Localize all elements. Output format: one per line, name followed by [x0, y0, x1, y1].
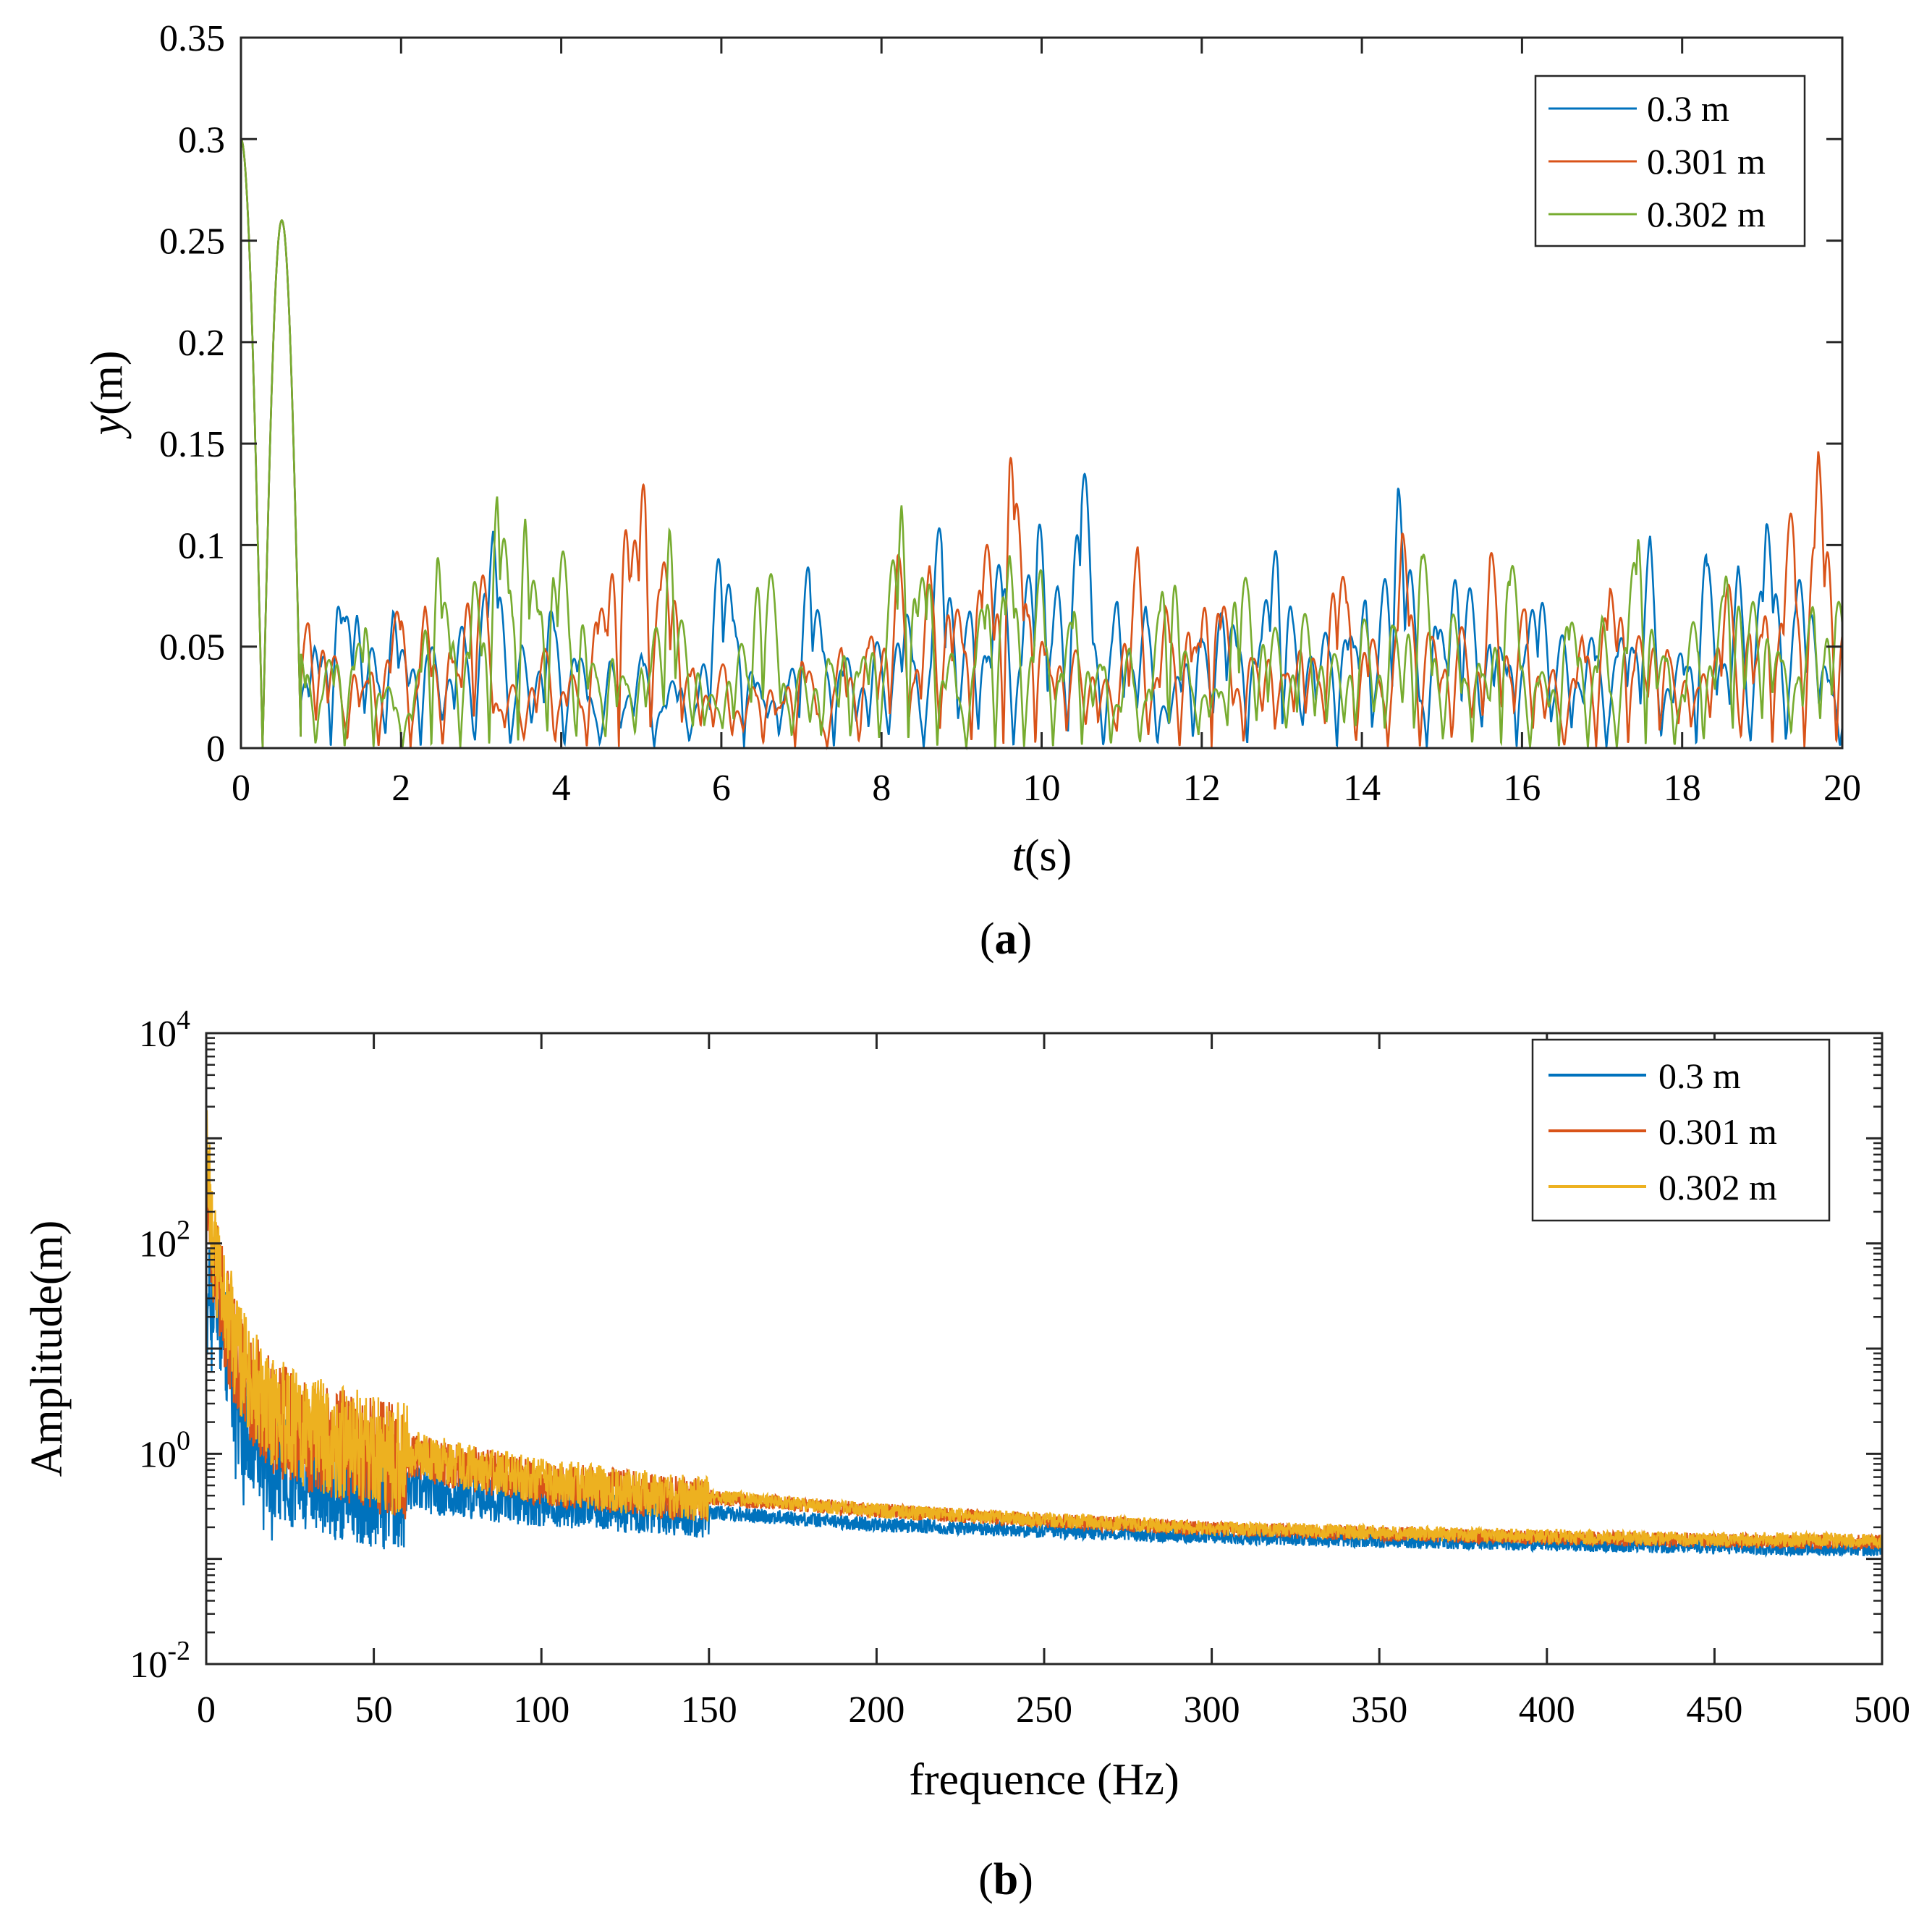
panel-a-y-tick-label: 0.2 [178, 323, 225, 364]
panel-b-legend-label: 0.302 m [1658, 1167, 1777, 1208]
panel-a-x-tick-label: 6 [712, 768, 731, 809]
panel-a-series-0-301-m [240, 138, 1844, 750]
panel-a-legend-label: 0.302 m [1647, 194, 1766, 234]
panel-b-legend-label: 0.3 m [1658, 1056, 1741, 1096]
panel-a-time-series: 0 2 4 6 8 10 12 14 16 18 20 0 0.05 0.1 0.15 0.2 0.25 0.3… [82, 18, 1861, 964]
panel-b-x-axis-label: frequence (Hz) [909, 1755, 1179, 1804]
panel-a-caption: (a) [980, 915, 1032, 964]
panel-a-x-tick-label: 4 [552, 768, 571, 809]
panel-b-x-tick-label: 400 [1519, 1689, 1575, 1731]
panel-a-x-tick-label: 12 [1183, 768, 1221, 809]
panel-b-y-tick-label: 102 [139, 1215, 190, 1265]
panel-b-legend: 0.3 m 0.301 m 0.302 m [1531, 1038, 1831, 1222]
panel-b-caption: (b) [978, 1855, 1033, 1904]
panel-b-y-axis-label: Amplitude(m) [22, 1221, 72, 1477]
panel-a-x-axis-label: t(s) [1012, 831, 1072, 881]
panel-b-x-tick-label: 250 [1016, 1689, 1072, 1731]
panel-a-x-tick-label: 20 [1823, 768, 1861, 809]
panel-a-legend: 0.3 m 0.301 m 0.302 m [1534, 75, 1806, 247]
panel-a-y-tick-label: 0.15 [159, 424, 225, 465]
panel-a-y-tick-label: 0.05 [159, 627, 225, 669]
panel-b-x-tick-label: 450 [1686, 1689, 1742, 1731]
panel-b-y-tick-label: 100 [139, 1425, 190, 1475]
panel-b-x-tick-label: 200 [848, 1689, 904, 1731]
panel-b-series-0-3-m [206, 1249, 1884, 1558]
panel-b-y-tick-label: 104 [139, 1005, 190, 1055]
panel-a-x-tick-label: 18 [1664, 768, 1701, 809]
panel-b-y-tick-label: 10-2 [130, 1636, 190, 1686]
panel-b-x-tick-label: 500 [1854, 1689, 1910, 1731]
panel-a-x-tick-label: 2 [391, 768, 410, 809]
panel-b-x-tick-label: 150 [681, 1689, 737, 1731]
panel-b-spectrum: 0 50 100 150 200 250 300 350 400 450 500 10-2 100 10… [22, 1005, 1910, 1904]
panel-a-x-tick-label: 0 [232, 768, 250, 809]
panel-a-y-tick-label: 0 [206, 729, 225, 770]
panel-b-x-tick-label: 0 [197, 1689, 216, 1731]
panel-a-x-tick-label: 8 [872, 768, 891, 809]
panel-a-y-tick-label: 0.25 [159, 221, 225, 263]
panel-a-legend-label: 0.301 m [1647, 141, 1766, 182]
panel-b-x-tick-label: 300 [1184, 1689, 1240, 1731]
panel-b-x-tick-label: 100 [513, 1689, 569, 1731]
panel-a-x-tick-label: 14 [1343, 768, 1381, 809]
panel-a-y-tick-label: 0.3 [178, 119, 225, 161]
panel-b-series-0-302-m [206, 1110, 1884, 1550]
panel-b-x-tick-label: 50 [355, 1689, 393, 1731]
panel-a-series-0-302-m [240, 138, 1844, 751]
panel-a-y-tick-label: 0.1 [178, 525, 225, 567]
panel-a-x-tick-label: 16 [1503, 768, 1541, 809]
panel-b-x-tick-label: 350 [1351, 1689, 1407, 1731]
panel-a-y-axis-label: y(m) [82, 350, 132, 439]
panel-a-x-tick-label: 10 [1023, 768, 1061, 809]
panel-a-legend-label: 0.3 m [1647, 88, 1729, 129]
panel-a-y-tick-label: 0.35 [159, 18, 225, 59]
panel-b-legend-label: 0.301 m [1658, 1111, 1777, 1152]
